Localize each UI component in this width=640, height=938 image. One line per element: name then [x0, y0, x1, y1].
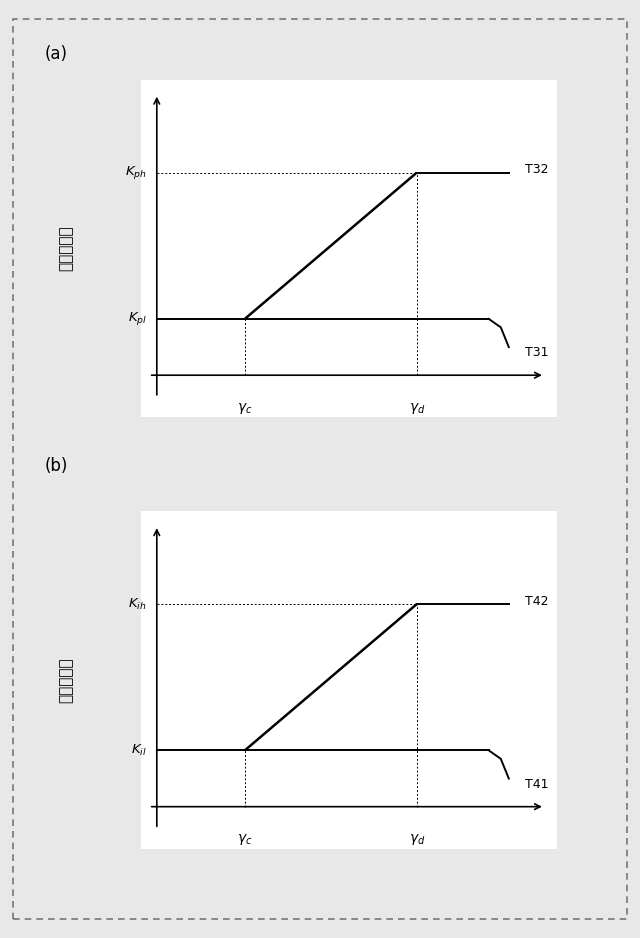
Text: ヨーレート偏差: ヨーレート偏差 [317, 512, 381, 527]
Text: $K_{ih}$: $K_{ih}$ [128, 597, 147, 612]
Text: (b): (b) [45, 457, 68, 475]
Text: $\gamma_c$: $\gamma_c$ [237, 401, 253, 416]
Text: $\gamma_c$: $\gamma_c$ [237, 832, 253, 847]
Text: T42: T42 [525, 595, 548, 608]
Text: $K_{il}$: $K_{il}$ [131, 743, 147, 758]
Text: T31: T31 [525, 346, 548, 359]
Text: 積分ゲイン: 積分ゲイン [58, 658, 74, 703]
Text: T32: T32 [525, 163, 548, 176]
Text: 比例ゲイン: 比例ゲイン [58, 226, 74, 271]
Text: $\gamma_d$: $\gamma_d$ [408, 832, 425, 847]
Text: (a): (a) [45, 45, 68, 63]
Text: $K_{pl}$: $K_{pl}$ [128, 310, 147, 327]
Text: $\gamma_d$: $\gamma_d$ [408, 401, 425, 416]
Text: T41: T41 [525, 778, 548, 791]
Text: $K_{ph}$: $K_{ph}$ [125, 164, 147, 181]
